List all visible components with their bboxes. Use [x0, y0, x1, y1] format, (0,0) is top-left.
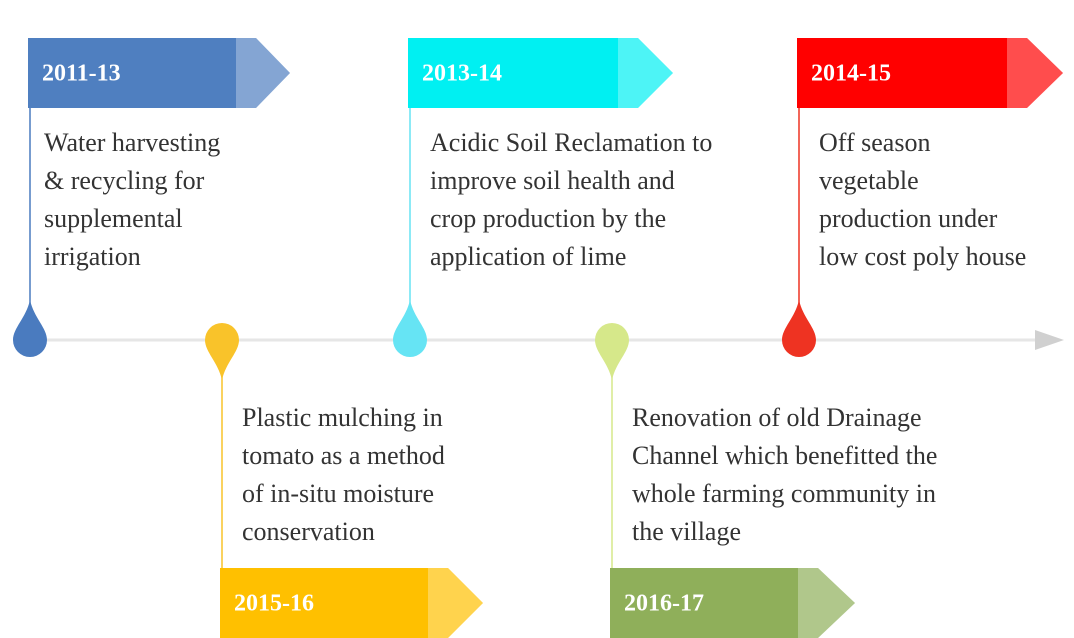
- drop: [205, 323, 239, 380]
- description-line: low cost poly house: [819, 242, 1026, 271]
- banner-tip: [798, 568, 855, 638]
- description-line: irrigation: [44, 242, 141, 271]
- year-banner: [220, 568, 483, 638]
- description-line: supplemental: [44, 204, 183, 233]
- drop: [782, 300, 816, 357]
- year-label: 2013-14: [422, 61, 502, 87]
- description-line: of in-situ moisture: [242, 479, 434, 508]
- year-label: 2015-16: [234, 591, 314, 617]
- year-banner: [610, 568, 855, 638]
- description-line: conservation: [242, 517, 375, 546]
- description-line: Water harvesting: [44, 128, 220, 157]
- year-banner: [408, 38, 673, 108]
- year-label: 2011-13: [42, 61, 121, 87]
- drop: [393, 300, 427, 357]
- banner-tip: [428, 568, 483, 638]
- description-line: crop production by the: [430, 204, 666, 233]
- description-line: improve soil health and: [430, 166, 675, 195]
- description-line: application of lime: [430, 242, 626, 271]
- description-line: Off season: [819, 128, 930, 157]
- year-label: 2014-15: [811, 61, 891, 87]
- year-label: 2016-17: [624, 591, 704, 617]
- description-line: tomato as a method: [242, 441, 445, 470]
- drop: [595, 323, 629, 380]
- description-line: Channel which benefitted the: [632, 441, 937, 470]
- description-line: Plastic mulching in: [242, 403, 443, 432]
- description-line: whole farming community in: [632, 479, 936, 508]
- description-line: Acidic Soil Reclamation to: [430, 128, 712, 157]
- description-line: the village: [632, 517, 741, 546]
- year-banner: [28, 38, 290, 108]
- description-line: & recycling for: [44, 166, 205, 195]
- axis-arrow: [1035, 330, 1064, 350]
- banner-tip: [236, 38, 290, 108]
- drop: [13, 300, 47, 357]
- description-line: vegetable: [819, 166, 919, 195]
- year-banner: [797, 38, 1063, 108]
- banner-tip: [1007, 38, 1063, 108]
- description-line: production under: [819, 204, 998, 233]
- banner-tip: [618, 38, 673, 108]
- description-line: Renovation of old Drainage: [632, 403, 922, 432]
